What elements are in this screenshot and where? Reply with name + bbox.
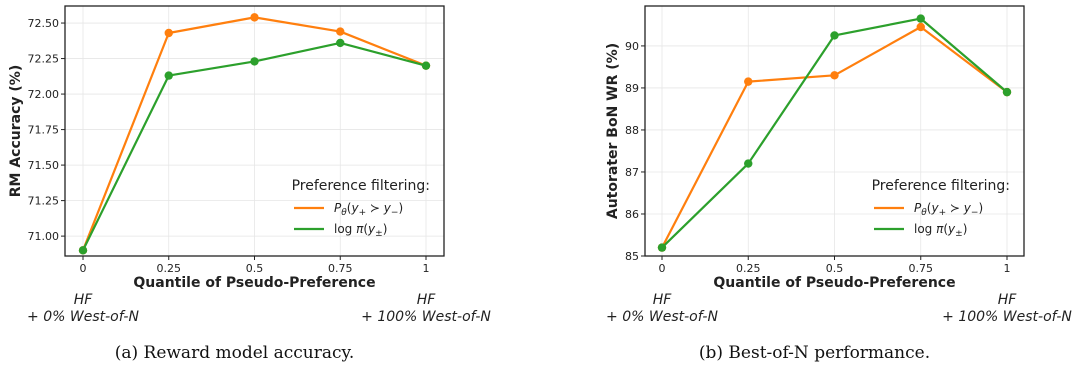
x-tick-label-0: 0 xyxy=(80,262,87,275)
annotation-0-line-1: + 0% West-of-N xyxy=(27,309,139,325)
data-point-1-4 xyxy=(421,61,431,70)
x-tick-label-3: 0.75 xyxy=(909,262,934,275)
y-tick-label-5: 72.25 xyxy=(28,53,60,66)
y-tick-label-5: 90 xyxy=(625,40,639,53)
legend-label-1: log π(y±) xyxy=(334,222,387,239)
legend-label-0: Pθ(y+ ≻ y−) xyxy=(334,201,403,218)
data-point-1-2 xyxy=(830,31,839,40)
x-axis-label: Quantile of Pseudo-Preference xyxy=(713,275,955,291)
x-tick-label-1: 0.25 xyxy=(157,262,182,275)
data-point-0-2 xyxy=(830,71,839,80)
data-point-1-4 xyxy=(1002,87,1012,97)
y-tick-label-6: 72.50 xyxy=(28,17,60,30)
legend-title: Preference filtering: xyxy=(872,178,1010,194)
y-tick-label-4: 72.00 xyxy=(28,88,60,101)
y-tick-label-3: 71.75 xyxy=(28,124,60,137)
x-tick-label-3: 0.75 xyxy=(328,262,353,275)
x-axis-label: Quantile of Pseudo-Preference xyxy=(133,275,375,291)
x-tick-label-0: 0 xyxy=(659,262,666,275)
y-tick-label-3: 88 xyxy=(625,124,639,137)
annotation-1-line-1: + 100% West-of-N xyxy=(361,309,491,325)
y-tick-label-1: 71.25 xyxy=(28,195,60,208)
legend-label-0: Pθ(y+ ≻ y−) xyxy=(914,201,983,218)
legend-label-1: log π(y±) xyxy=(914,222,967,239)
y-axis-label: RM Accuracy (%) xyxy=(8,65,24,197)
y-axis-label: Autorater BoN WR (%) xyxy=(605,43,621,219)
x-tick-label-1: 0.25 xyxy=(736,262,761,275)
data-point-0-1 xyxy=(744,77,753,86)
annotation-0-line-0: HF xyxy=(74,292,94,308)
annotation-1-line-0: HF xyxy=(998,292,1018,308)
data-point-1-0 xyxy=(657,243,667,252)
y-tick-label-1: 86 xyxy=(625,208,639,221)
chart-a: 0 0.25 0.5 0.75 1 71.00 71.25 71.50 71.75 72.00 72… xyxy=(8,5,491,363)
y-tick-label-0: 71.00 xyxy=(28,230,60,243)
annotation-1-line-0: HF xyxy=(417,292,437,308)
data-point-0-3 xyxy=(336,27,345,36)
data-point-1-0 xyxy=(78,246,88,255)
x-tick-label-2: 0.5 xyxy=(826,262,844,275)
y-tick-label-0: 85 xyxy=(625,250,639,263)
annotation-0-line-1: + 0% West-of-N xyxy=(606,309,718,325)
figure-caption: (a) Reward model accuracy. xyxy=(115,343,355,363)
legend-title: Preference filtering: xyxy=(292,178,430,194)
y-tick-label-2: 71.50 xyxy=(28,159,60,172)
data-point-1-3 xyxy=(336,38,345,48)
data-point-0-2 xyxy=(250,13,259,22)
data-point-1-2 xyxy=(250,57,259,66)
y-tick-label-4: 89 xyxy=(625,82,639,95)
data-point-0-1 xyxy=(164,28,173,38)
data-point-1-3 xyxy=(916,14,925,23)
chart-b: 0 0.25 0.5 0.75 1 85 86 87 88 89 90 Quantile of Pse… xyxy=(605,5,1072,363)
x-tick-label-4: 1 xyxy=(1004,262,1011,275)
annotation-0-line-0: HF xyxy=(653,292,673,308)
data-point-1-1 xyxy=(744,159,753,168)
x-tick-label-4: 1 xyxy=(423,262,430,275)
data-point-0-3 xyxy=(916,22,925,32)
figure-caption: (b) Best-of-N performance. xyxy=(699,343,930,363)
annotation-1-line-1: + 100% West-of-N xyxy=(942,309,1072,325)
y-tick-label-2: 87 xyxy=(625,166,639,179)
x-tick-label-2: 0.5 xyxy=(246,262,264,275)
data-point-1-1 xyxy=(164,71,173,80)
